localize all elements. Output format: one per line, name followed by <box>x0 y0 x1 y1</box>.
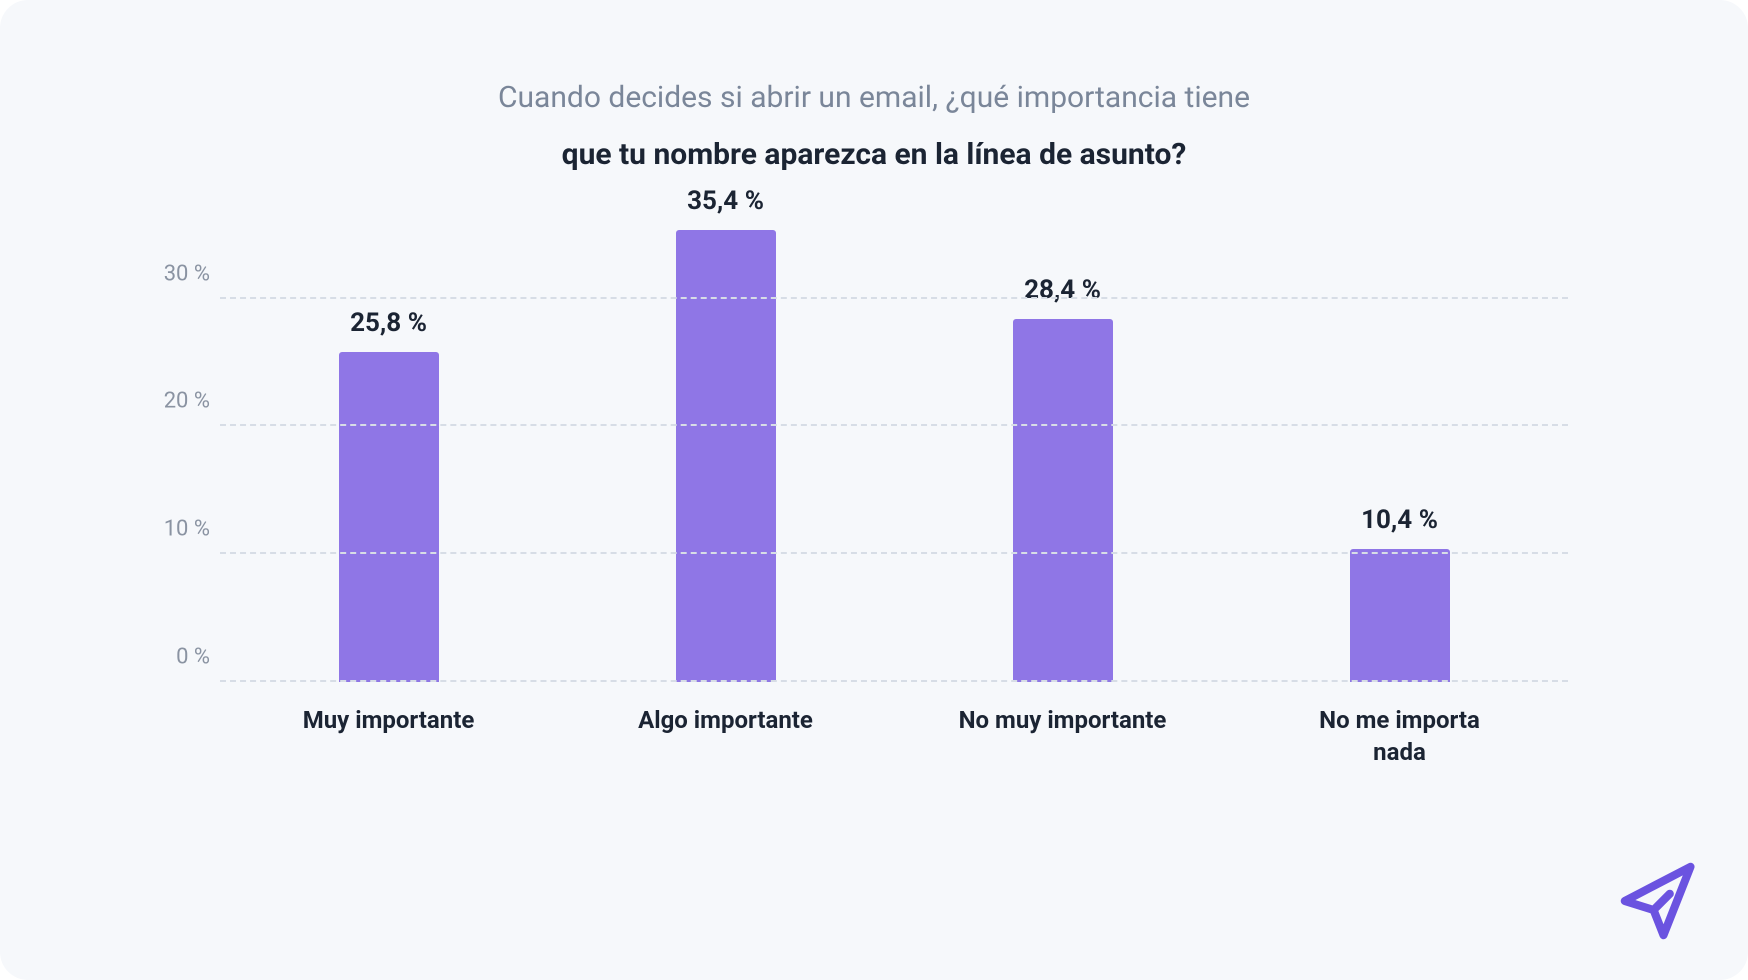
x-axis-label: No me importa nada <box>1231 704 1568 769</box>
bar-value-label: 25,8 % <box>350 308 427 338</box>
chart-title-line2: que tu nombre aparezca en la línea de as… <box>120 137 1628 172</box>
bar-column: 25,8 % <box>220 308 557 682</box>
gridline <box>220 680 1568 682</box>
chart-title-line1: Cuando decides si abrir un email, ¿qué i… <box>120 80 1628 115</box>
x-axis-labels: Muy importanteAlgo importanteNo muy impo… <box>220 704 1568 769</box>
bar-column: 28,4 % <box>894 275 1231 682</box>
bar <box>1013 319 1113 682</box>
x-axis-label: Muy importante <box>220 704 557 769</box>
plot-area: 25,8 %35,4 %28,4 %10,4 % 0 %10 %20 %30 % <box>220 222 1568 682</box>
bar-value-label: 35,4 % <box>687 186 764 216</box>
bar-value-label: 28,4 % <box>1024 275 1101 305</box>
x-axis-label: No muy importante <box>894 704 1231 769</box>
bar-column: 10,4 % <box>1231 505 1568 682</box>
bars-container: 25,8 %35,4 %28,4 %10,4 % <box>220 222 1568 682</box>
bar <box>1350 549 1450 682</box>
bar-chart: 25,8 %35,4 %28,4 %10,4 % 0 %10 %20 %30 %… <box>220 222 1568 769</box>
y-axis-label: 10 % <box>140 517 210 542</box>
chart-card: Cuando decides si abrir un email, ¿qué i… <box>0 0 1748 980</box>
gridline <box>220 297 1568 299</box>
gridline <box>220 424 1568 426</box>
bar <box>339 352 439 682</box>
bar-column: 35,4 % <box>557 186 894 682</box>
chart-title: Cuando decides si abrir un email, ¿qué i… <box>120 80 1628 172</box>
gridline <box>220 552 1568 554</box>
bar-value-label: 10,4 % <box>1361 505 1438 535</box>
x-axis-label: Algo importante <box>557 704 894 769</box>
y-axis-label: 20 % <box>140 389 210 414</box>
y-axis-label: 0 % <box>140 645 210 670</box>
paper-plane-icon <box>1614 856 1704 950</box>
y-axis-label: 30 % <box>140 261 210 286</box>
